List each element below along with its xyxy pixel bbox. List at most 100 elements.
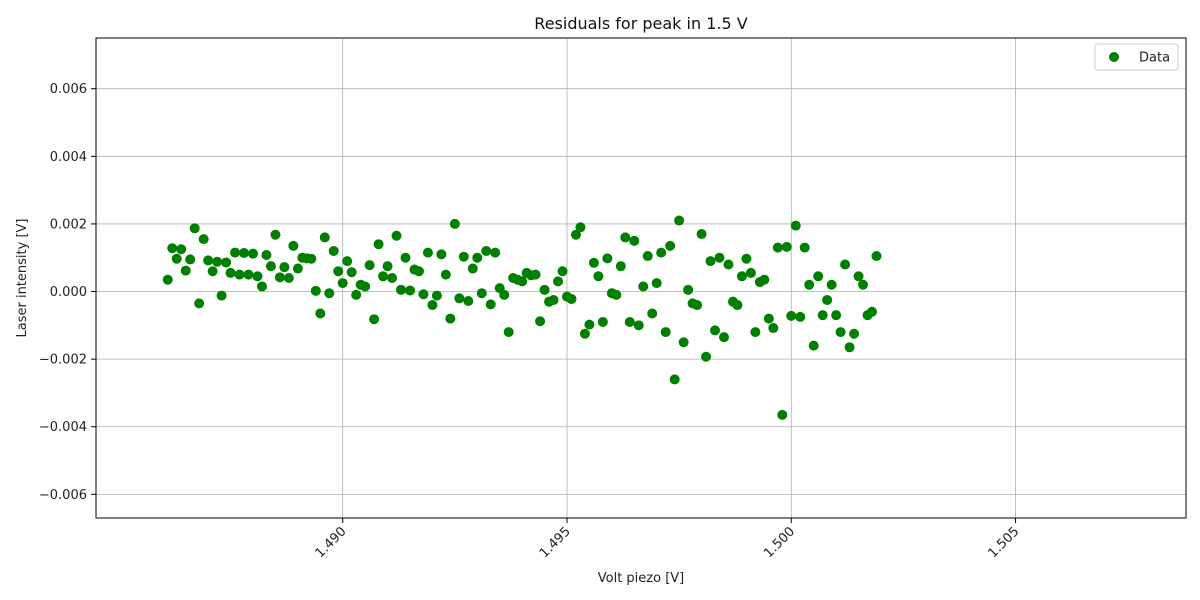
data-point xyxy=(265,261,276,272)
data-point xyxy=(413,266,424,277)
data-point xyxy=(256,281,267,292)
data-point xyxy=(692,300,703,311)
data-point xyxy=(283,273,294,283)
data-point xyxy=(391,230,402,241)
data-point xyxy=(656,247,667,258)
data-point xyxy=(826,279,837,290)
data-point xyxy=(342,256,353,267)
data-point xyxy=(445,313,456,324)
data-point xyxy=(472,252,483,263)
data-point xyxy=(615,261,626,272)
data-point xyxy=(476,288,487,299)
data-point xyxy=(790,220,801,231)
data-point xyxy=(481,245,492,256)
y-tick-label: 0.006 xyxy=(50,82,87,97)
data-point xyxy=(629,235,640,246)
data-point xyxy=(239,247,250,258)
data-point xyxy=(198,234,209,245)
data-point xyxy=(247,248,258,259)
y-tick-label: −0.004 xyxy=(39,420,87,435)
data-point xyxy=(579,328,590,339)
data-point xyxy=(396,284,407,295)
data-point xyxy=(638,281,649,292)
data-point xyxy=(315,308,326,319)
data-point xyxy=(378,271,389,282)
data-point xyxy=(808,340,819,351)
data-point xyxy=(642,251,653,262)
data-point xyxy=(306,253,317,264)
data-point xyxy=(858,279,869,290)
data-points xyxy=(162,215,882,420)
legend-marker xyxy=(1109,52,1119,62)
data-point xyxy=(207,266,218,277)
data-point xyxy=(777,409,788,420)
data-point xyxy=(799,242,810,253)
data-point xyxy=(804,279,815,290)
data-point xyxy=(176,244,187,255)
data-point xyxy=(458,251,469,262)
data-point xyxy=(781,241,792,252)
data-point xyxy=(418,289,429,300)
data-point xyxy=(665,240,676,251)
data-point xyxy=(575,222,586,233)
data-point xyxy=(517,276,528,287)
data-point xyxy=(189,223,200,234)
data-point xyxy=(243,269,254,280)
data-point xyxy=(436,249,447,260)
data-point xyxy=(553,276,564,287)
data-point xyxy=(723,259,734,270)
data-point xyxy=(221,257,232,268)
data-point xyxy=(387,273,398,283)
data-point xyxy=(633,320,644,331)
data-point xyxy=(772,242,783,253)
data-point xyxy=(548,294,559,305)
data-point xyxy=(741,253,752,264)
data-point xyxy=(786,310,797,321)
data-point xyxy=(292,263,303,274)
data-point xyxy=(539,284,550,295)
data-point xyxy=(831,310,842,321)
y-axis-title: Laser intensity [V] xyxy=(15,219,30,338)
data-point xyxy=(584,319,595,330)
y-tick-label: −0.002 xyxy=(39,353,87,368)
data-point xyxy=(651,278,662,289)
plot-frame xyxy=(95,37,1187,519)
x-axis-title: Volt piezo [V] xyxy=(598,571,685,586)
data-point xyxy=(871,251,882,262)
data-point xyxy=(422,247,433,258)
data-point xyxy=(624,316,635,327)
data-point xyxy=(750,327,761,338)
data-point xyxy=(364,260,375,271)
data-point xyxy=(660,327,671,338)
data-point xyxy=(647,308,658,319)
data-point xyxy=(288,240,299,251)
data-point xyxy=(763,313,774,324)
data-point xyxy=(490,247,501,258)
data-point xyxy=(167,243,178,254)
data-point xyxy=(369,314,380,325)
data-point xyxy=(351,289,362,300)
y-tick-label: 0.000 xyxy=(50,285,87,300)
data-point xyxy=(194,298,205,309)
data-point xyxy=(503,327,514,338)
y-tick-label: 0.002 xyxy=(50,217,87,232)
data-point xyxy=(570,229,581,240)
data-point xyxy=(310,285,321,296)
data-point xyxy=(696,229,707,240)
data-point xyxy=(270,229,281,240)
data-point xyxy=(463,295,474,306)
data-point xyxy=(736,271,747,282)
data-point xyxy=(337,278,348,289)
legend: Data xyxy=(1094,43,1179,71)
data-point xyxy=(597,316,608,327)
data-point xyxy=(440,269,451,280)
data-point xyxy=(795,311,806,322)
data-point xyxy=(216,290,227,301)
grid-lines xyxy=(96,38,1186,518)
data-point xyxy=(360,281,371,292)
data-point xyxy=(427,300,438,311)
data-point xyxy=(274,272,285,283)
data-point xyxy=(710,325,721,336)
